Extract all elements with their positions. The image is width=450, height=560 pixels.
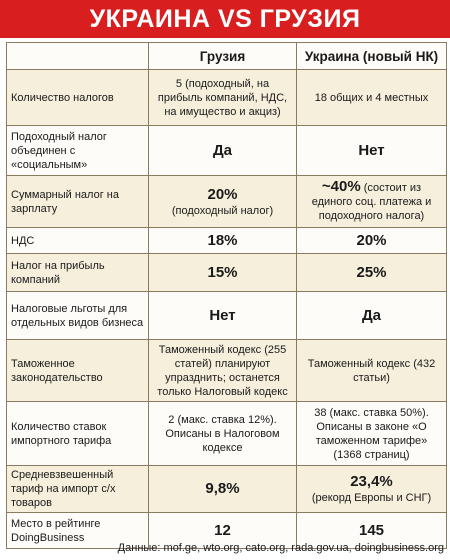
ukraine-value: 20% (356, 231, 387, 249)
header-georgia: Грузия (148, 42, 297, 70)
row-label: Место в рейтинге DoingBusiness (6, 512, 149, 549)
row-label: Таможенное законодательство (6, 339, 149, 402)
table-row: Налог на прибыль компаний 15% 25% (6, 253, 447, 292)
ukraine-value: 23,4% (350, 473, 393, 490)
source-footnote: Данные: mof.ge, wto.org, cato.org, rada.… (117, 542, 444, 554)
header-ukraine: Украина (новый НК) (296, 42, 447, 70)
ukraine-value: 18 общих и 4 местных (296, 69, 447, 126)
comparison-table: Грузия Украина (новый НК) Количество нал… (6, 42, 447, 549)
row-label: Подоходный налог объединен с «социальным… (6, 125, 149, 176)
georgia-value: 18% (207, 231, 238, 249)
georgia-value: Да (212, 141, 233, 159)
georgia-note: (подоходный налог) (171, 204, 274, 217)
table-row: Место в рейтинге DoingBusiness 12 145 (6, 512, 447, 549)
ukraine-value: Нет (358, 141, 385, 159)
table-row: Средневзвешенный тариф на импорт с/х тов… (6, 465, 447, 513)
georgia-value: 12 (214, 521, 231, 539)
row-label: НДС (6, 227, 149, 254)
table-row: Количество налогов 5 (подоходный, на при… (6, 69, 447, 126)
ukraine-value: 25% (356, 263, 387, 281)
ukraine-value: Таможенный кодекс (432 статьи) (296, 339, 447, 402)
page-title: УКРАИНА VS ГРУЗИЯ (0, 0, 450, 38)
row-label: Средневзвешенный тариф на импорт с/х тов… (6, 465, 149, 513)
georgia-value: Таможенный кодекс (255 статей) планируют… (148, 339, 297, 402)
row-label: Суммарный налог на зарплату (6, 175, 149, 228)
georgia-value: 9,8% (205, 480, 240, 497)
table-row: Подоходный налог объединен с «социальным… (6, 125, 447, 176)
ukraine-note: (рекорд Европы и СНГ) (311, 492, 432, 504)
header-blank-cell (6, 42, 149, 70)
row-label: Налог на прибыль компаний (6, 253, 149, 292)
ukraine-value: 38 (макс. ставка 50%). Описаны в законе … (296, 401, 447, 466)
georgia-value: 5 (подоходный, на прибыль компаний, НДС,… (148, 69, 297, 126)
ukraine-note: (состоит из единого соц. платежа и подох… (311, 182, 432, 222)
row-label: Количество налогов (6, 69, 149, 126)
table-row: Налоговые льготы для отдельных видов биз… (6, 291, 447, 340)
georgia-value: 20% (207, 185, 238, 203)
ukraine-value: 145 (358, 521, 385, 539)
georgia-value: Нет (209, 306, 236, 324)
table-row: Суммарный налог на зарплату 20% (подоход… (6, 175, 447, 228)
ukraine-value: Да (361, 306, 382, 324)
table-row: Количество ставок импортного тарифа 2 (м… (6, 401, 447, 466)
georgia-value: 15% (207, 263, 238, 281)
ukraine-value: ~40% (321, 178, 361, 195)
row-label: Налоговые льготы для отдельных видов биз… (6, 291, 149, 340)
georgia-value: 2 (макс. ставка 12%). Описаны в Налогово… (148, 401, 297, 466)
table-row: НДС 18% 20% (6, 227, 447, 254)
table-row: Таможенное законодательство Таможенный к… (6, 339, 447, 402)
row-label: Количество ставок импортного тарифа (6, 401, 149, 466)
table-header-row: Грузия Украина (новый НК) (6, 42, 447, 70)
